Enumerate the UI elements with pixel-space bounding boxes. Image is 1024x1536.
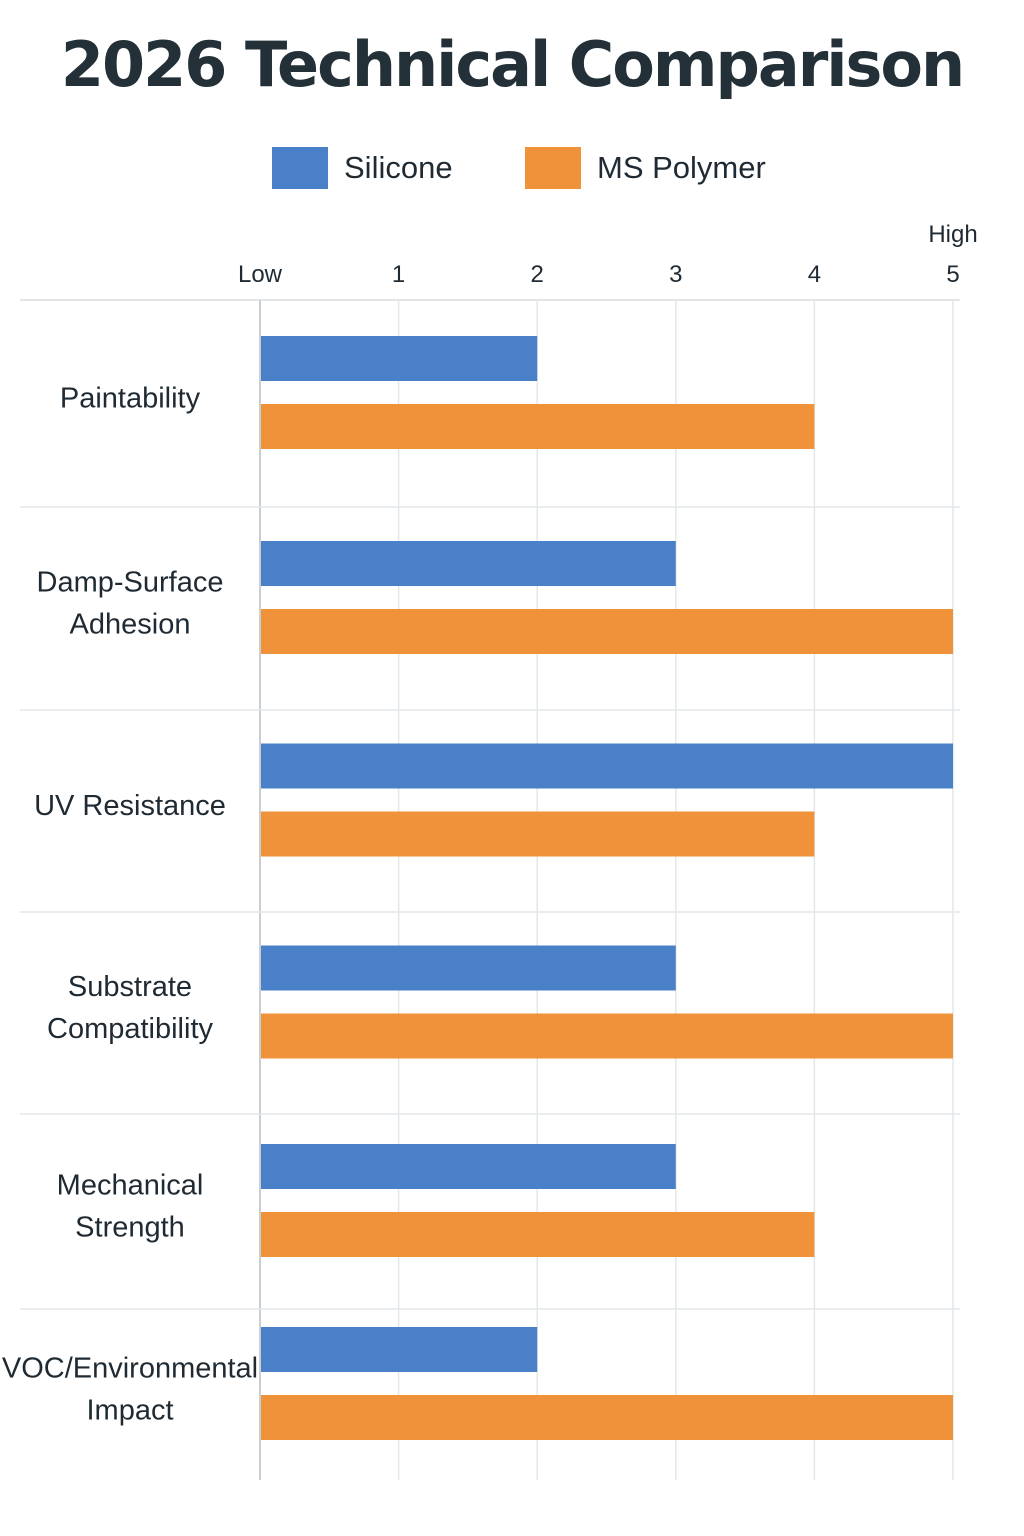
legend-swatch-ms-polymer bbox=[525, 147, 581, 189]
category-label-6-line-2: Impact bbox=[86, 1395, 173, 1427]
tick-label-5: 5 bbox=[946, 261, 959, 288]
tick-label-4: 4 bbox=[808, 261, 821, 288]
legend-item-silicone: Silicone bbox=[272, 147, 453, 189]
bar-silicone-6 bbox=[261, 1327, 538, 1372]
tick-label-3: 3 bbox=[669, 261, 682, 288]
bar-ms-polymer-1 bbox=[261, 404, 815, 449]
bar-silicone-4 bbox=[261, 945, 676, 991]
legend-item-ms-polymer: MS Polymer bbox=[525, 147, 766, 189]
legend-label-ms-polymer: MS Polymer bbox=[597, 150, 766, 185]
category-label-5-line-1: Mechanical bbox=[57, 1170, 204, 1202]
bar-silicone-5 bbox=[261, 1144, 676, 1189]
category-label-2-line-1: Damp-Surface bbox=[37, 567, 224, 599]
category-label-5-line-2: Strength bbox=[75, 1212, 185, 1244]
bar-ms-polymer-4 bbox=[261, 1013, 953, 1059]
bar-ms-polymer-5 bbox=[261, 1212, 815, 1257]
tick-label-low: Low bbox=[238, 261, 283, 288]
category-label-4-line-1: Substrate bbox=[68, 971, 192, 1003]
bar-ms-polymer-3 bbox=[261, 811, 815, 857]
bar-silicone-2 bbox=[261, 541, 676, 586]
legend-label-silicone: Silicone bbox=[344, 150, 453, 185]
category-label-6-line-1: VOC/Environmental bbox=[2, 1353, 258, 1385]
tick-label-2: 2 bbox=[531, 261, 544, 288]
legend-swatch-silicone bbox=[272, 147, 328, 189]
category-label-1-line-1: Paintability bbox=[60, 383, 201, 415]
bar-silicone-1 bbox=[261, 336, 538, 381]
tick-label-1: 1 bbox=[392, 261, 405, 288]
category-label-3-line-1: UV Resistance bbox=[34, 790, 226, 822]
category-label-2-line-2: Adhesion bbox=[70, 609, 191, 641]
bar-ms-polymer-6 bbox=[261, 1395, 953, 1440]
axis-end-label: High bbox=[928, 221, 977, 248]
bar-silicone-3 bbox=[261, 743, 953, 789]
chart-title: 2026 Technical Comparison bbox=[60, 28, 965, 101]
category-label-4-line-2: Compatibility bbox=[47, 1013, 213, 1045]
bar-ms-polymer-2 bbox=[261, 609, 953, 654]
